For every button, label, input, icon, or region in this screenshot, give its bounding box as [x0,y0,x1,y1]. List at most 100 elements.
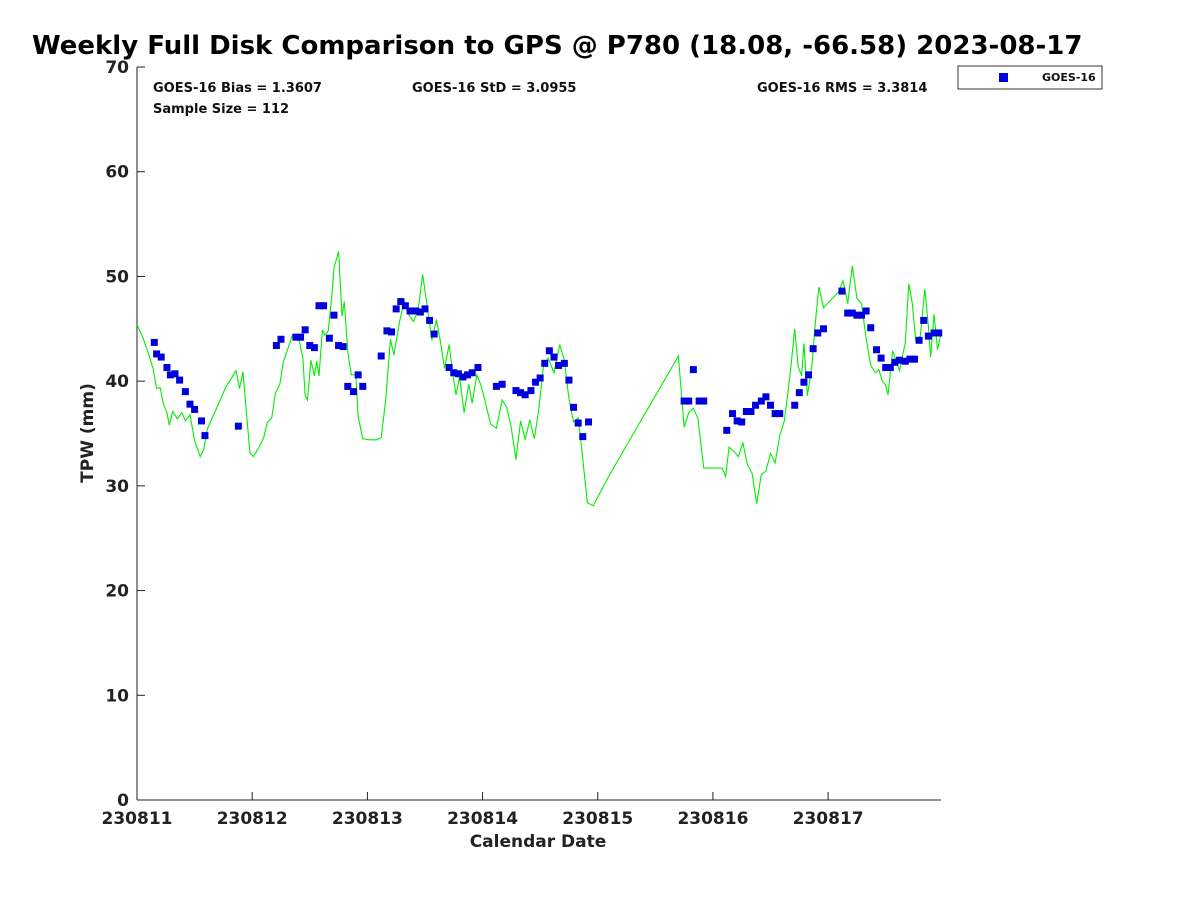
goes16-point [272,342,280,350]
y-tick-label: 50 [105,267,129,287]
goes16-point [742,408,750,416]
goes16-point [757,397,765,405]
goes16-point [401,302,409,310]
goes16-point [464,371,472,379]
goes16-point [915,336,923,344]
goes16-point [406,307,414,315]
goes16-point [474,364,482,372]
sample-size-stat: Sample Size = 112 [153,102,289,117]
goes16-point [541,359,549,367]
goes16-point [930,329,938,337]
goes16-point [416,308,424,316]
goes16-point [723,426,731,434]
goes16-point [858,311,866,319]
goes16-point [150,338,158,346]
goes16-point [163,364,171,372]
goes16-point [392,305,400,313]
goes16-point [201,432,209,440]
goes16-point [814,329,822,337]
goes16-point [767,401,775,409]
y-tick-label: 40 [105,372,129,392]
goes16-point [354,371,362,379]
goes16-point [924,332,932,340]
goes16-point [176,376,184,384]
goes16-point [809,345,817,353]
goes16-point [935,329,943,337]
goes16-point [906,355,914,363]
goes16-point [468,369,476,377]
goes16-point [292,333,300,341]
goes16-point [560,359,568,367]
y-tick-label: 70 [105,58,129,78]
y-axis-label: TPW (mm) [78,383,98,483]
goes16-point [234,422,242,430]
goes16-point [297,333,305,341]
goes16-point [800,378,808,386]
series-layer [136,251,943,507]
goes16-point [565,376,573,384]
goes16-point [153,350,161,358]
goes16-point [555,361,563,369]
goes16-point [877,354,885,362]
x-tick-label: 230814 [447,809,518,829]
goes16-point [350,388,358,396]
goes16-point [771,410,779,418]
goes16-point [181,388,189,396]
goes16-point [383,327,391,335]
goes16-point [191,405,199,413]
goes16-point [747,408,755,416]
goes16-point [445,364,453,372]
x-tick-label: 230817 [793,809,864,829]
goes16-point [306,342,314,350]
goes16-point [277,335,285,343]
goes16-point [527,387,535,395]
goes16-point [320,302,328,310]
goes16-point [426,316,434,324]
bias-stat: GOES-16 Bias = 1.3607 [153,81,322,96]
goes16-point [579,433,587,441]
goes16-point [377,352,385,360]
goes16-point [911,355,919,363]
goes16-point [574,419,582,427]
goes16-point [310,344,318,352]
goes16-point [862,307,870,315]
goes16-point [733,417,741,425]
goes16-point [498,380,506,388]
x-tick-label: 230812 [217,809,288,829]
x-tick-label: 230813 [332,809,403,829]
goes16-point [838,287,846,295]
goes16-point [186,400,194,408]
goes16-point [848,309,856,317]
y-tick-label: 60 [105,163,129,183]
goes16-point [886,364,894,372]
goes16-point [570,403,578,411]
goes16-point [359,382,367,390]
goes16-point [545,347,553,355]
gps-series-line [136,251,942,507]
goes16-point [776,410,784,418]
goes16-point [791,401,799,409]
goes16-point [330,311,338,319]
goes16-point [685,397,693,405]
goes16-point [450,369,458,377]
goes16-point [901,357,909,365]
goes16-point [891,358,899,366]
goes16-point [521,391,529,399]
goes16-point [421,305,429,313]
goes16-point [873,346,880,354]
goes16-point [512,387,520,395]
y-tick-label: 30 [105,477,129,497]
goes16-point [896,356,904,364]
goes16-point [762,393,770,401]
goes16-point [157,353,165,361]
x-tick-label: 230815 [562,809,633,829]
goes16-point [920,316,928,324]
goes16-point [198,417,205,425]
goes16-point [689,366,697,374]
legend-box [957,65,1103,90]
x-axis-label: Calendar Date [470,832,607,852]
goes16-point [820,325,828,333]
goes16-point [805,371,813,379]
goes16-point [397,298,405,306]
